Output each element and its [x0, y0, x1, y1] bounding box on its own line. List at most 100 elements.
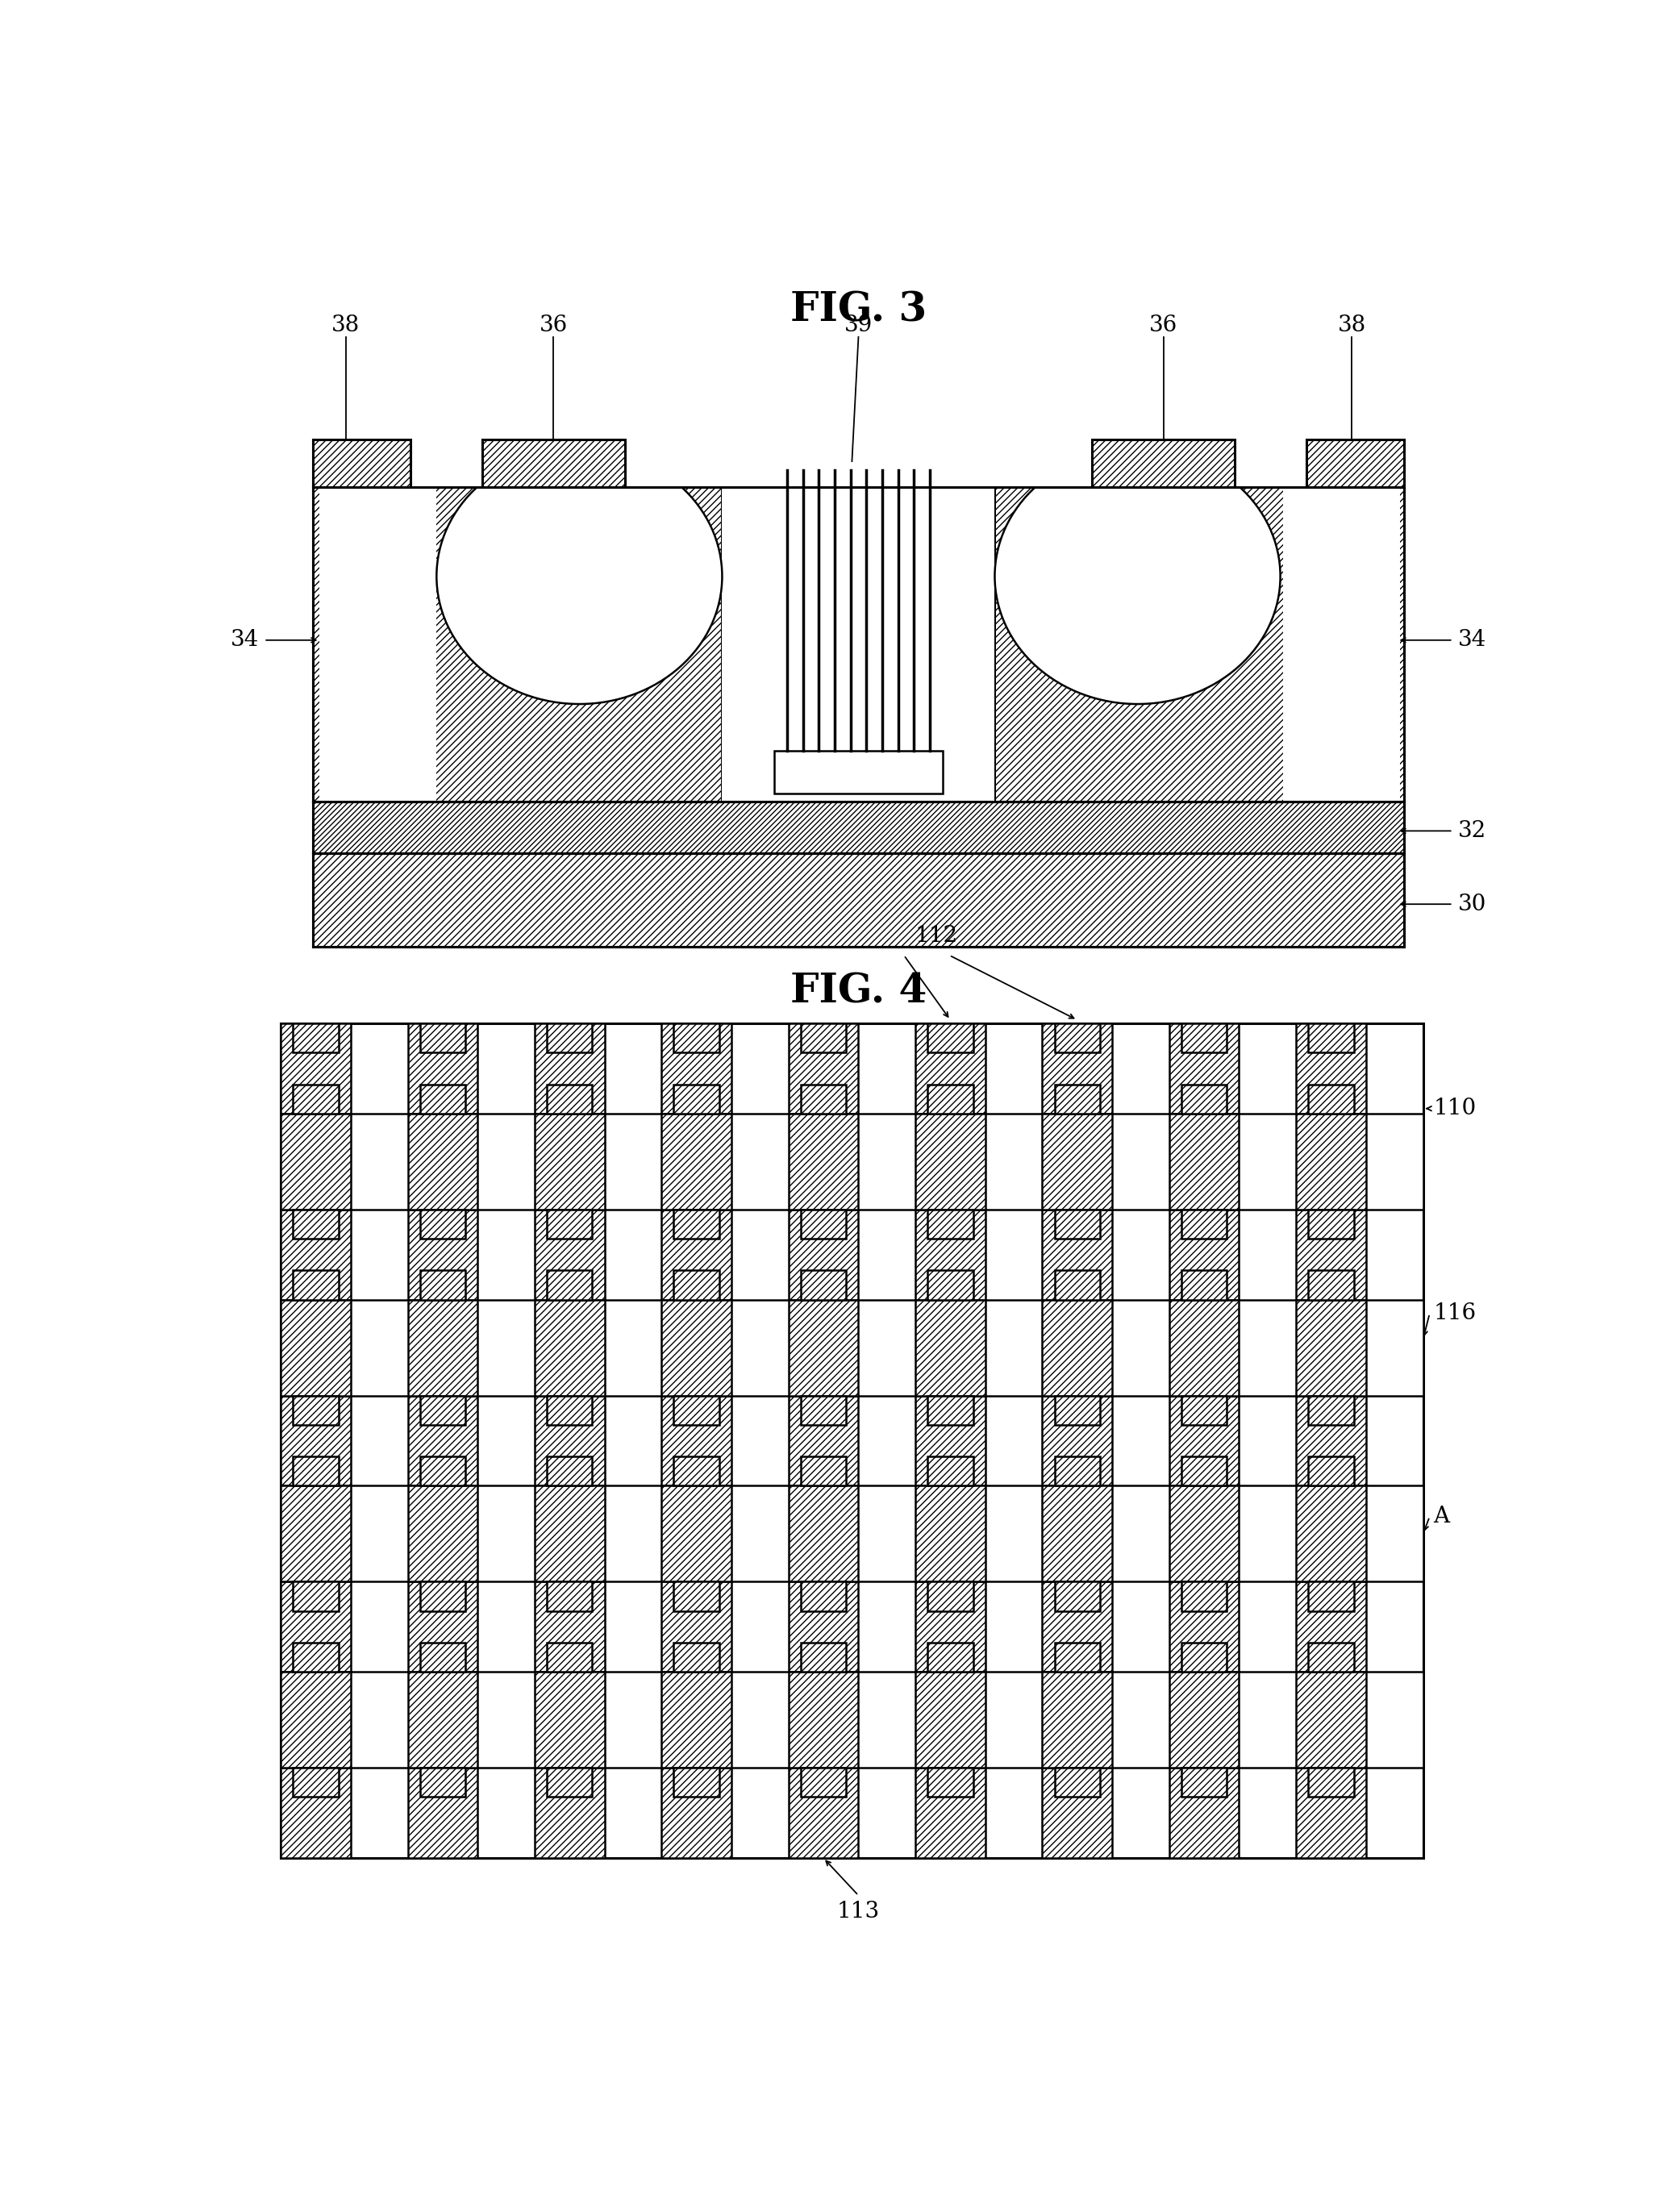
Bar	[1042, 1486, 1112, 1582]
Bar	[801, 1455, 846, 1486]
Bar	[281, 1672, 1424, 1767]
Bar	[928, 1270, 973, 1301]
Bar	[534, 1672, 605, 1767]
Bar	[789, 1672, 858, 1767]
Bar	[546, 1644, 593, 1672]
Bar	[673, 1270, 719, 1301]
Bar	[662, 1672, 732, 1767]
Bar	[789, 1113, 858, 1210]
Text: 38: 38	[1338, 314, 1365, 336]
Bar	[293, 1396, 338, 1425]
Bar	[995, 487, 1404, 803]
Bar	[546, 1455, 593, 1486]
Bar	[1308, 1024, 1353, 1053]
Bar	[1055, 1644, 1100, 1672]
Text: 32: 32	[1459, 821, 1487, 843]
Bar	[546, 1396, 593, 1425]
Bar	[534, 1486, 605, 1582]
Bar	[546, 1084, 593, 1113]
Bar	[281, 1113, 350, 1210]
Bar	[320, 487, 437, 803]
Bar	[281, 1486, 1424, 1582]
Bar	[673, 1644, 719, 1672]
Bar	[281, 1024, 350, 1858]
Bar	[534, 1024, 605, 1858]
Bar	[420, 1644, 466, 1672]
Bar	[313, 422, 1404, 487]
Text: 112: 112	[915, 925, 958, 947]
Bar	[546, 1270, 593, 1301]
Bar	[1308, 1644, 1353, 1672]
Bar	[407, 1301, 477, 1396]
Bar	[673, 1767, 719, 1796]
Bar	[801, 1644, 846, 1672]
Bar	[1055, 1767, 1100, 1796]
Bar	[1181, 1582, 1226, 1610]
Bar	[1181, 1084, 1226, 1113]
Text: 36: 36	[539, 314, 568, 336]
Bar	[789, 1301, 858, 1396]
Bar	[928, 1396, 973, 1425]
Text: 116: 116	[1434, 1303, 1476, 1325]
Bar	[673, 1210, 719, 1239]
Text: 110: 110	[1434, 1097, 1476, 1119]
Text: 34: 34	[1459, 628, 1487, 650]
Bar	[293, 1084, 338, 1113]
Text: 30: 30	[1459, 894, 1487, 916]
Bar	[293, 1767, 338, 1796]
Bar	[1055, 1270, 1100, 1301]
Bar	[1169, 1301, 1240, 1396]
Bar	[420, 1270, 466, 1301]
Bar	[1055, 1084, 1100, 1113]
Bar	[662, 1113, 732, 1210]
Bar	[801, 1270, 846, 1301]
Bar	[789, 1024, 858, 1858]
Bar	[313, 803, 1404, 854]
Bar	[662, 1486, 732, 1582]
Bar	[420, 1084, 466, 1113]
Bar	[1169, 1024, 1240, 1858]
Bar	[928, 1210, 973, 1239]
Bar	[482, 440, 625, 487]
Text: A: A	[1434, 1506, 1451, 1528]
Bar	[407, 1672, 477, 1767]
Bar	[801, 1767, 846, 1796]
Bar	[420, 1455, 466, 1486]
Bar	[928, 1582, 973, 1610]
Bar	[928, 1084, 973, 1113]
Bar	[1055, 1396, 1100, 1425]
Bar	[1283, 487, 1400, 803]
Bar	[801, 1582, 846, 1610]
Bar	[534, 1113, 605, 1210]
Bar	[281, 1301, 350, 1396]
Bar	[1308, 1210, 1353, 1239]
Bar	[801, 1024, 846, 1053]
Bar	[916, 1486, 985, 1582]
Bar	[313, 487, 722, 803]
Bar	[420, 1582, 466, 1610]
Ellipse shape	[995, 449, 1280, 703]
Bar	[1169, 1486, 1240, 1582]
Bar	[1308, 1396, 1353, 1425]
Bar	[916, 1024, 985, 1858]
Bar	[420, 1767, 466, 1796]
Bar	[801, 1210, 846, 1239]
Bar	[673, 1396, 719, 1425]
Bar	[662, 1024, 732, 1858]
Bar	[1308, 1084, 1353, 1113]
Bar	[293, 1210, 338, 1239]
Bar	[546, 1582, 593, 1610]
Bar	[1181, 1455, 1226, 1486]
Bar	[1042, 1301, 1112, 1396]
Bar	[293, 1270, 338, 1301]
Text: 36: 36	[1149, 314, 1178, 336]
Bar	[293, 1455, 338, 1486]
Bar	[1055, 1024, 1100, 1053]
Bar	[281, 1024, 1424, 1858]
Bar	[1181, 1210, 1226, 1239]
Bar	[1308, 1582, 1353, 1610]
Bar	[420, 1396, 466, 1425]
Bar	[916, 1672, 985, 1767]
Bar	[1296, 1024, 1367, 1858]
Bar	[1308, 1455, 1353, 1486]
